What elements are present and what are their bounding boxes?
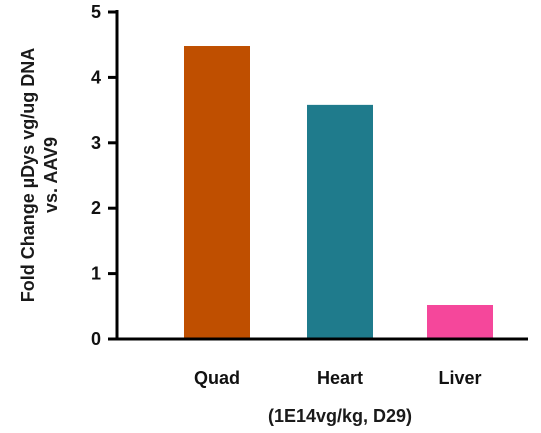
y-tick-label: 2 bbox=[91, 198, 101, 218]
bar-quad bbox=[184, 46, 250, 340]
y-tick-label: 0 bbox=[91, 329, 101, 349]
y-axis-ticks: 0 1 2 3 4 5 bbox=[91, 2, 117, 349]
x-tick-label-quad: Quad bbox=[194, 368, 240, 388]
y-tick-label: 4 bbox=[91, 67, 101, 87]
y-axis-title-line-1: Fold Change µDys vg/ug DNA bbox=[18, 48, 38, 302]
y-axis-title-line-2: vs. AAV9 bbox=[41, 137, 61, 213]
x-axis-title: (1E14vg/kg, D29) bbox=[268, 406, 412, 426]
bar-liver bbox=[427, 304, 493, 339]
y-tick-label: 1 bbox=[91, 264, 101, 284]
x-axis-tick-labels: Quad Heart Liver bbox=[194, 368, 482, 388]
x-tick-label-liver: Liver bbox=[438, 368, 481, 388]
bar-heart bbox=[307, 104, 373, 339]
y-tick-label: 5 bbox=[91, 2, 101, 22]
bars bbox=[184, 46, 493, 340]
x-tick-label-heart: Heart bbox=[317, 368, 363, 388]
y-tick-label: 3 bbox=[91, 133, 101, 153]
